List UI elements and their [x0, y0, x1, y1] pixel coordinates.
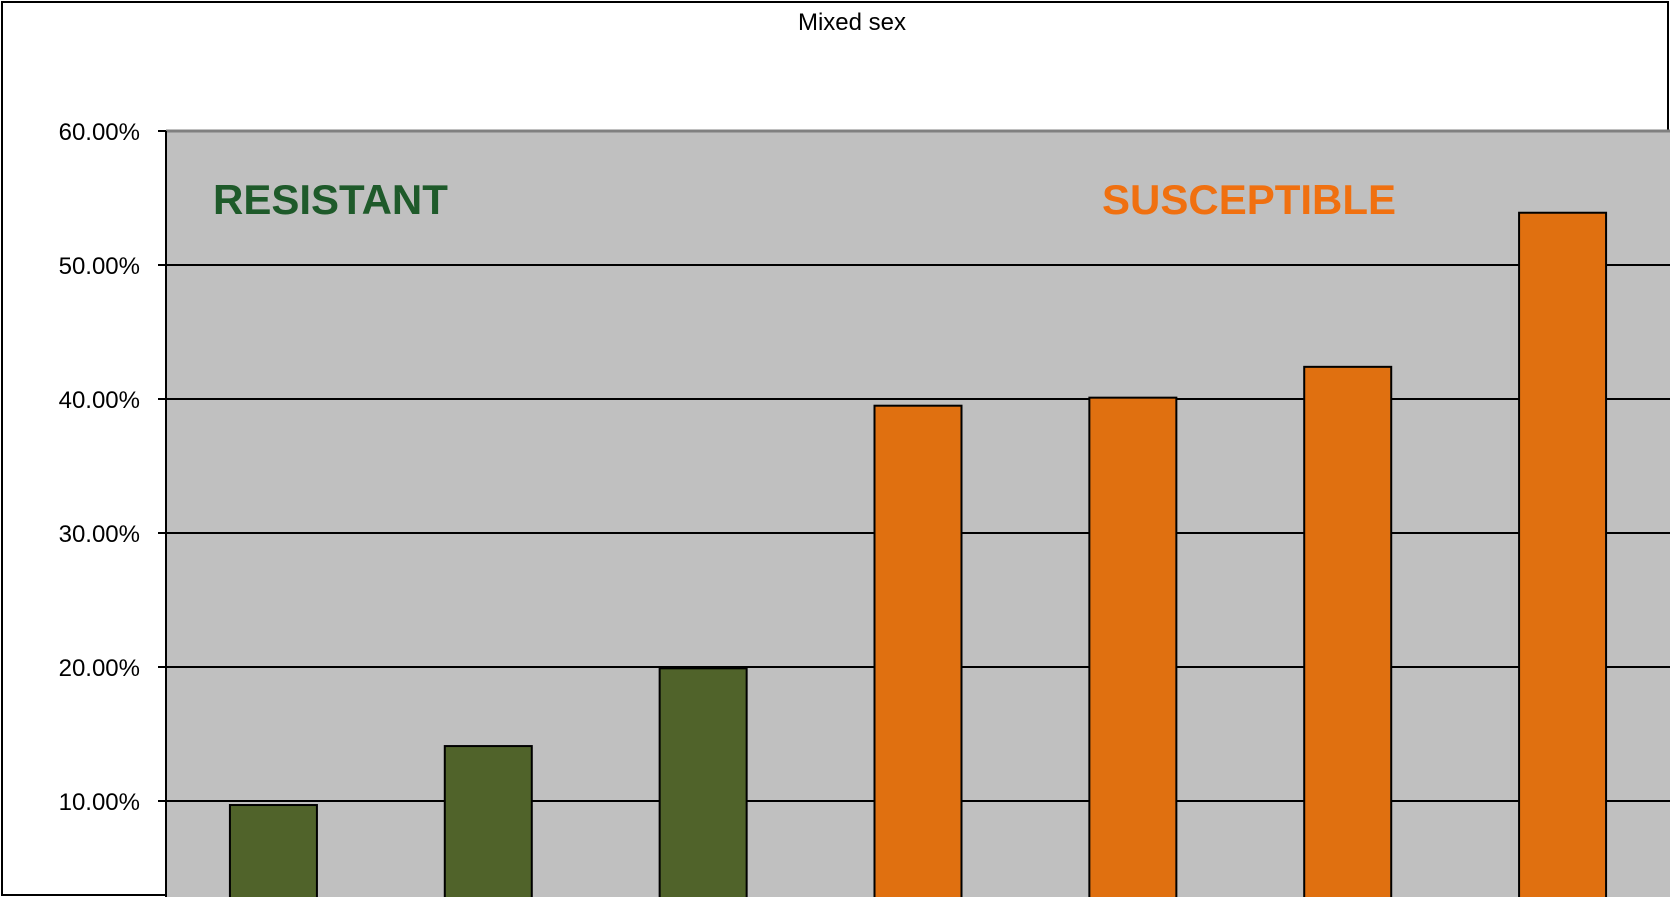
y-tick-label: 10.00% [59, 789, 140, 816]
bar-4 [873, 404, 963, 897]
y-tick-label: 40.00% [59, 387, 140, 414]
bar-1 [228, 804, 318, 897]
chart-title: Mixed sex [798, 9, 906, 36]
y-tick-label: 50.00% [59, 253, 140, 280]
bar-6 [1303, 365, 1393, 897]
y-tick-label: 20.00% [59, 655, 140, 682]
y-axis: 10.00% 20.00% 30.00% 40.00% 50.00% 60.00% [59, 119, 167, 897]
bars [228, 211, 1608, 897]
bar-7 [1518, 211, 1608, 897]
bar-3 [658, 667, 748, 897]
annotation-resistant: RESISTANT [213, 176, 448, 223]
y-tick-label: 30.00% [59, 521, 140, 548]
annotation-susceptible: SUSCEPTIBLE [1102, 176, 1396, 223]
y-tick-label: 60.00% [59, 119, 140, 146]
bar-2 [443, 745, 533, 897]
bar-5 [1088, 396, 1178, 897]
